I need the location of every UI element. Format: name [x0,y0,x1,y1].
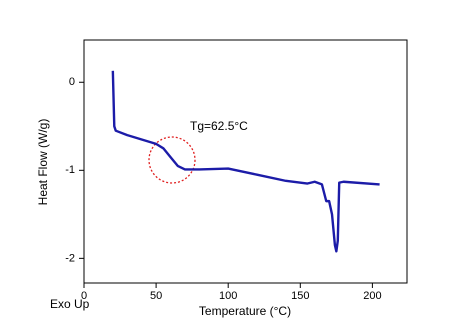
y-tick-label: 0 [69,76,75,88]
x-tick-label: 0 [81,290,87,302]
annotation: Tg=62.5°C [190,119,248,133]
plot-frame [83,39,408,284]
x-tick-label: 150 [291,290,309,302]
x-axis-label: Temperature (°C) [199,304,291,318]
x-tick-label: 100 [219,290,237,302]
annotation: Exo Up [50,297,90,311]
x-tick-label: 200 [363,290,381,302]
data-line [111,70,380,253]
y-tick-label: -1 [65,164,75,176]
x-tick-label: 50 [150,290,162,302]
y-tick-label: -2 [65,252,75,264]
y-axis-label: Heat Flow (W/g) [36,119,50,206]
highlight-circle [148,136,196,184]
